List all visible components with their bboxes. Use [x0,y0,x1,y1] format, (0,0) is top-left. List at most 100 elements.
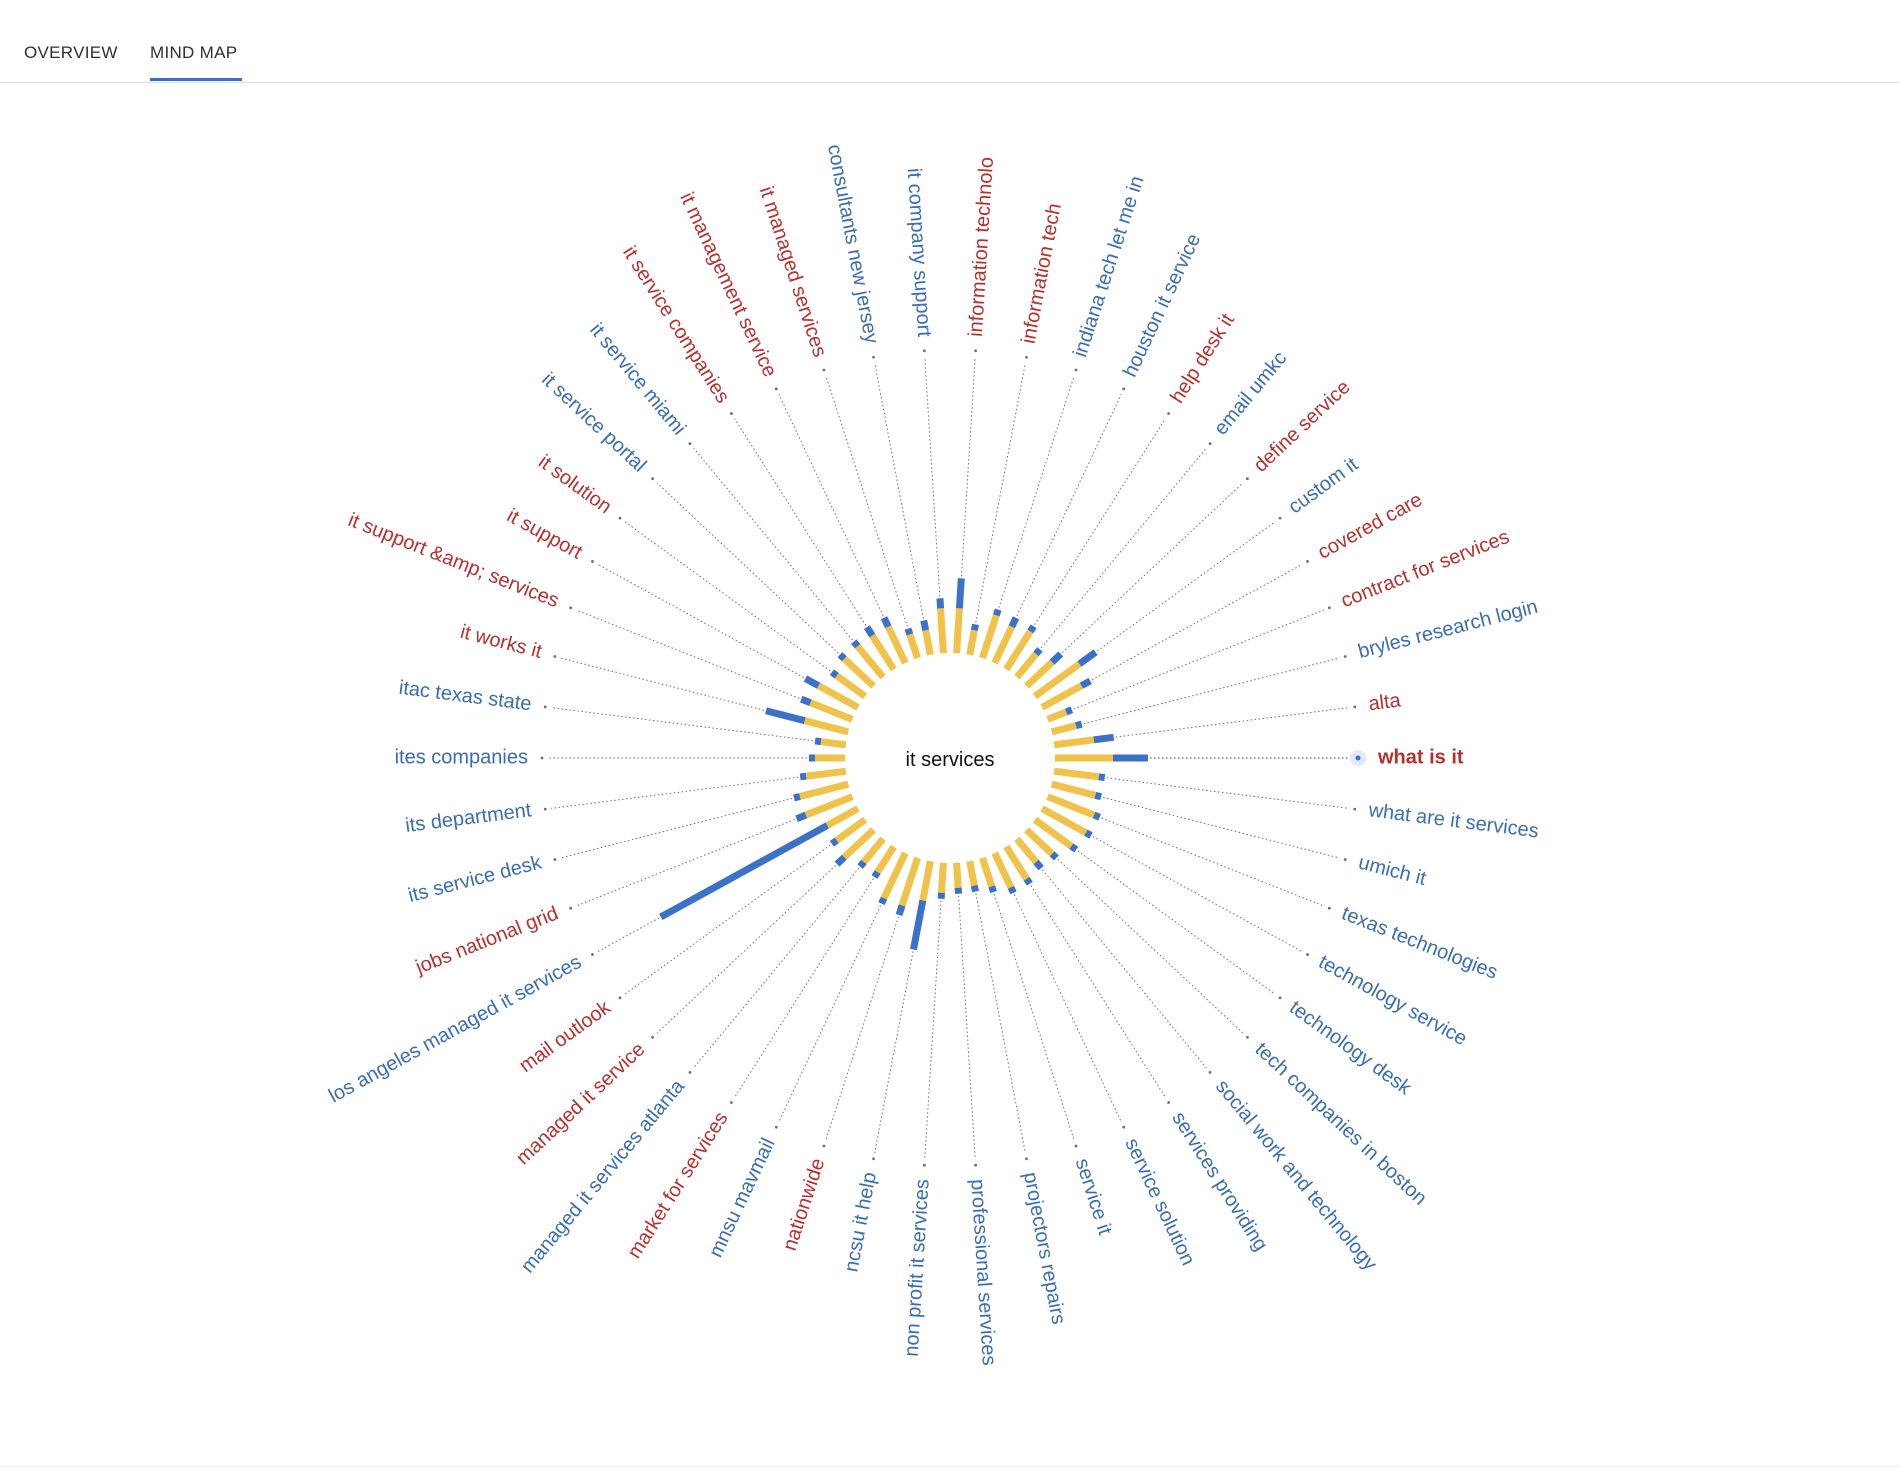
volume-bar [1046,793,1096,819]
keyword-label[interactable]: nationwide [779,1156,829,1254]
spoke-dot [618,516,622,520]
volume-bar [841,827,876,860]
keyword-label[interactable]: its service desk [406,851,545,907]
keyword-label[interactable]: ites companies [395,746,528,768]
spoke-dot [651,477,654,481]
spoke-dot [822,1144,826,1148]
competition-bar [829,837,839,847]
spoke-line [551,776,799,809]
competition-bar [970,623,979,631]
spoke-line [1040,447,1207,649]
keyword-label[interactable]: information tech [1018,201,1066,345]
volume-bar [953,608,963,654]
keyword-label[interactable]: it support [503,505,586,564]
competition-bar [920,619,930,631]
tab-mind-map[interactable]: MIND MAP [150,43,238,62]
keyword-label[interactable]: email umkc [1210,347,1291,439]
keyword-label[interactable]: tech companies in boston [1251,1038,1431,1209]
keyword-label[interactable]: ncsu it help [840,1170,881,1274]
spoke-dot [1327,906,1331,910]
active-tab-indicator [150,78,242,81]
spoke-line [778,905,882,1122]
spoke-dot [1246,477,1249,481]
keyword-label[interactable]: custom it [1285,453,1363,518]
keyword-label[interactable]: help desk it [1166,310,1239,408]
spoke-dot [774,387,778,391]
keyword-label[interactable]: it company support [903,167,936,337]
keyword-label[interactable]: managed it services atlanta [517,1075,690,1277]
keyword-label[interactable]: umich it [1356,852,1429,891]
competition-bar [1069,843,1079,853]
volume-bar [798,780,850,800]
keyword-label[interactable]: non profit it services [901,1178,934,1357]
spoke-dot [543,807,547,811]
spoke-dot [651,1035,654,1039]
spoke-dot [540,756,544,760]
spoke-line [560,657,765,711]
spoke-dot [688,1070,692,1074]
competition-bar [955,578,965,609]
competition-bar [1098,773,1106,782]
spoke-dot [1025,1157,1028,1161]
spoke-dot [922,349,926,353]
keyword-label[interactable]: mail outlook [515,996,615,1077]
spoke-dot [1167,412,1171,415]
volume-bar [1032,661,1082,700]
keyword-label[interactable]: jobs national grid [412,902,562,978]
tab-bar: OVERVIEW MIND MAP [0,0,1900,83]
keyword-label[interactable]: itac texas state [398,677,533,716]
competition-bar [1033,859,1044,871]
spoke-dot [1122,387,1126,391]
competition-bar [1075,720,1083,730]
spoke-dot [1278,516,1282,520]
competition-bar [871,870,881,879]
competition-bar [1092,811,1101,821]
spoke-line [1073,609,1324,710]
spoke-line [576,819,795,907]
spoke-line [693,447,853,641]
spoke-dot [591,953,594,956]
spoke-line [1013,894,1122,1122]
keyword-label[interactable]: consultants new jersey [823,143,883,346]
keyword-label[interactable]: what is it [1377,746,1464,768]
volume-bar [885,625,909,665]
spoke-line [1061,482,1244,653]
center-keyword: it services [906,749,995,771]
spoke-line [1096,521,1276,652]
keyword-label[interactable]: it managed services [755,184,831,360]
keyword-label[interactable]: covered care [1314,489,1426,564]
keyword-label[interactable]: los angeles managed it services [325,951,585,1107]
spoke-line [1091,563,1303,681]
keyword-label[interactable]: professional services [966,1178,1000,1366]
spokes-layer [548,356,1352,1160]
spoke-dot [1343,655,1347,658]
spoke-dot [922,1163,926,1167]
spoke-line [1101,817,1324,907]
tab-overview[interactable]: OVERVIEW [24,43,118,62]
competition-bar [795,811,808,822]
keyword-label[interactable]: it works it [458,621,545,663]
keyword-label[interactable]: what are it services [1366,799,1540,842]
spoke-line [624,844,831,995]
keyword-label[interactable]: alta [1367,689,1403,715]
keyword-label[interactable]: projectors repairs [1019,1170,1070,1326]
spoke-dot [1306,560,1309,563]
spoke-dot [553,858,557,861]
keyword-label[interactable]: its department [404,799,533,837]
spoke-dot [1025,355,1028,359]
spoke-dot [569,906,573,910]
spoke-dot [729,1101,733,1104]
keyword-label[interactable]: social work and technology [1211,1076,1381,1275]
keyword-label[interactable]: service it [1071,1156,1116,1238]
spoke-dot [1353,705,1357,709]
spoke-line [960,356,976,577]
keyword-label[interactable]: service solution [1120,1135,1199,1269]
keyword-label[interactable]: information technolo [965,156,998,337]
spoke-line [975,363,1026,623]
keyword-label[interactable]: bryles research login [1356,596,1540,663]
keyword-label[interactable]: it solution [534,451,615,518]
spoke-line [597,917,660,953]
keyword-label[interactable]: mnsu mavmail [705,1135,780,1261]
volume-bar [898,856,921,907]
selected-dot [1355,755,1361,761]
